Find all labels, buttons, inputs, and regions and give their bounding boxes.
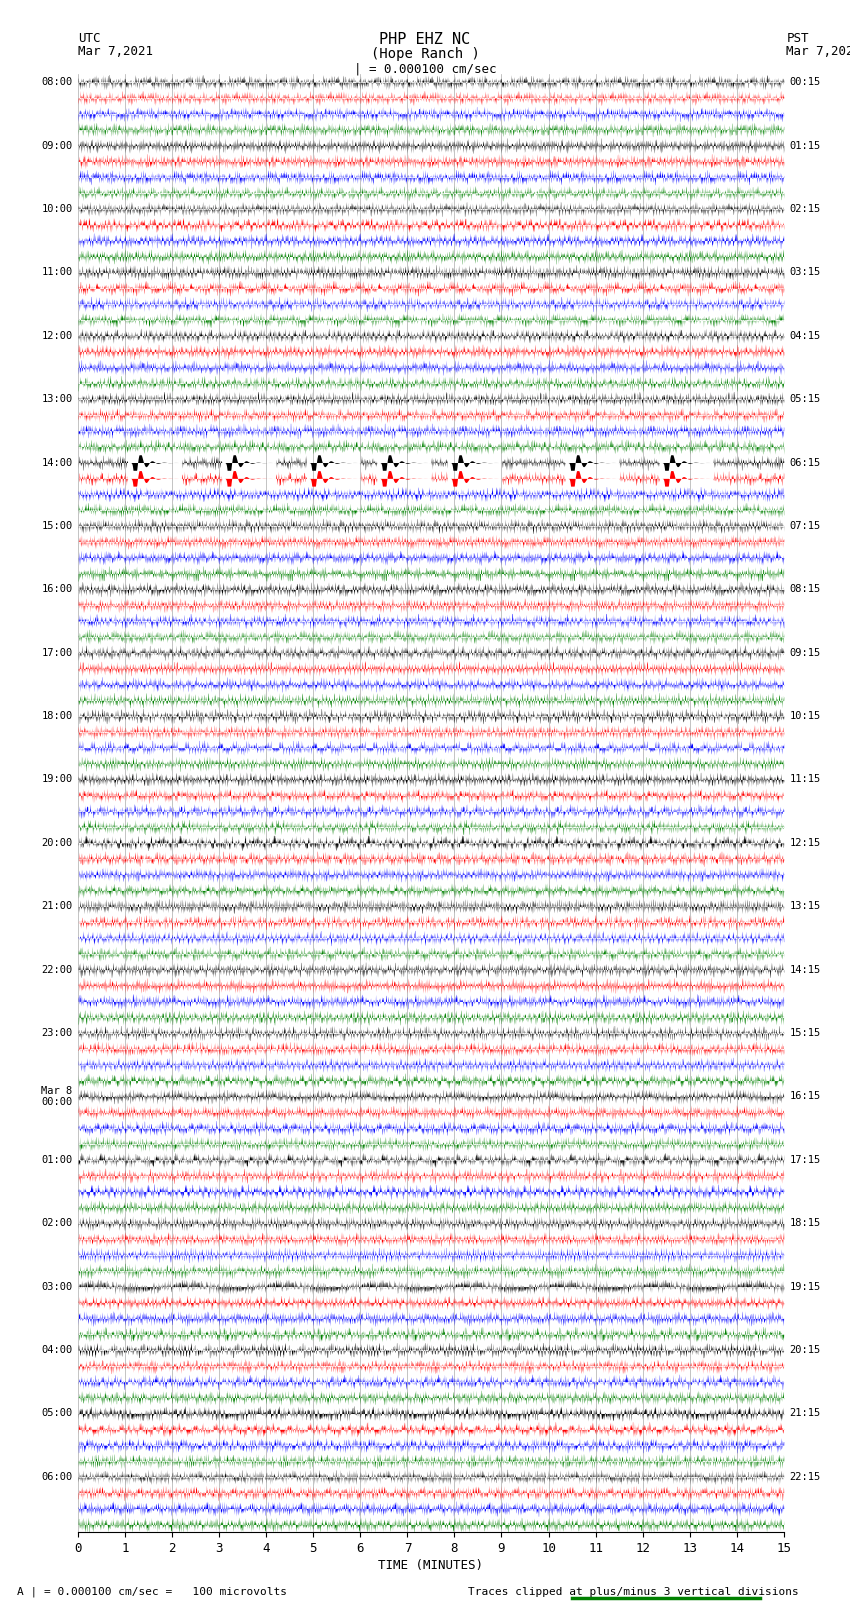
Text: A | = 0.000100 cm/sec =   100 microvolts: A | = 0.000100 cm/sec = 100 microvolts xyxy=(17,1586,287,1597)
Text: 21:00: 21:00 xyxy=(42,902,72,911)
Text: 14:15: 14:15 xyxy=(790,965,820,974)
Text: 16:15: 16:15 xyxy=(790,1092,820,1102)
Text: 04:00: 04:00 xyxy=(42,1345,72,1355)
Text: 15:15: 15:15 xyxy=(790,1027,820,1039)
Text: 22:15: 22:15 xyxy=(790,1473,820,1482)
Text: Mar 8
00:00: Mar 8 00:00 xyxy=(42,1086,72,1107)
Text: 20:15: 20:15 xyxy=(790,1345,820,1355)
Text: Mar 7,2021: Mar 7,2021 xyxy=(78,45,153,58)
Text: 22:00: 22:00 xyxy=(42,965,72,974)
Text: 12:15: 12:15 xyxy=(790,837,820,848)
Text: 09:15: 09:15 xyxy=(790,648,820,658)
Text: 21:15: 21:15 xyxy=(790,1408,820,1418)
Text: 04:15: 04:15 xyxy=(790,331,820,340)
Text: 15:00: 15:00 xyxy=(42,521,72,531)
Text: PHP EHZ NC: PHP EHZ NC xyxy=(379,32,471,47)
Text: 03:15: 03:15 xyxy=(790,268,820,277)
Text: 13:00: 13:00 xyxy=(42,394,72,405)
Text: 08:15: 08:15 xyxy=(790,584,820,594)
Text: 08:00: 08:00 xyxy=(42,77,72,87)
Text: 02:15: 02:15 xyxy=(790,203,820,215)
Text: 05:00: 05:00 xyxy=(42,1408,72,1418)
Text: 10:15: 10:15 xyxy=(790,711,820,721)
Text: 13:15: 13:15 xyxy=(790,902,820,911)
Text: 02:00: 02:00 xyxy=(42,1218,72,1227)
Text: 01:00: 01:00 xyxy=(42,1155,72,1165)
Text: 17:00: 17:00 xyxy=(42,648,72,658)
Text: Traces clipped at plus/minus 3 vertical divisions: Traces clipped at plus/minus 3 vertical … xyxy=(468,1587,798,1597)
Text: Mar 7,2021: Mar 7,2021 xyxy=(786,45,850,58)
Text: 18:00: 18:00 xyxy=(42,711,72,721)
Text: 01:15: 01:15 xyxy=(790,140,820,150)
Text: 12:00: 12:00 xyxy=(42,331,72,340)
Text: (Hope Ranch ): (Hope Ranch ) xyxy=(371,47,479,61)
Text: 17:15: 17:15 xyxy=(790,1155,820,1165)
Text: 00:15: 00:15 xyxy=(790,77,820,87)
Text: 20:00: 20:00 xyxy=(42,837,72,848)
X-axis label: TIME (MINUTES): TIME (MINUTES) xyxy=(378,1560,484,1573)
Text: 06:00: 06:00 xyxy=(42,1473,72,1482)
Text: 14:00: 14:00 xyxy=(42,458,72,468)
Text: 09:00: 09:00 xyxy=(42,140,72,150)
Text: 11:15: 11:15 xyxy=(790,774,820,784)
Text: 10:00: 10:00 xyxy=(42,203,72,215)
Text: 18:15: 18:15 xyxy=(790,1218,820,1227)
Text: UTC: UTC xyxy=(78,32,100,45)
Text: 11:00: 11:00 xyxy=(42,268,72,277)
Text: 06:15: 06:15 xyxy=(790,458,820,468)
Text: 05:15: 05:15 xyxy=(790,394,820,405)
Text: 19:15: 19:15 xyxy=(790,1282,820,1292)
Text: 16:00: 16:00 xyxy=(42,584,72,594)
Text: | = 0.000100 cm/sec: | = 0.000100 cm/sec xyxy=(354,63,496,76)
Text: 03:00: 03:00 xyxy=(42,1282,72,1292)
Text: 19:00: 19:00 xyxy=(42,774,72,784)
Text: 23:00: 23:00 xyxy=(42,1027,72,1039)
Text: 07:15: 07:15 xyxy=(790,521,820,531)
Text: PST: PST xyxy=(786,32,808,45)
